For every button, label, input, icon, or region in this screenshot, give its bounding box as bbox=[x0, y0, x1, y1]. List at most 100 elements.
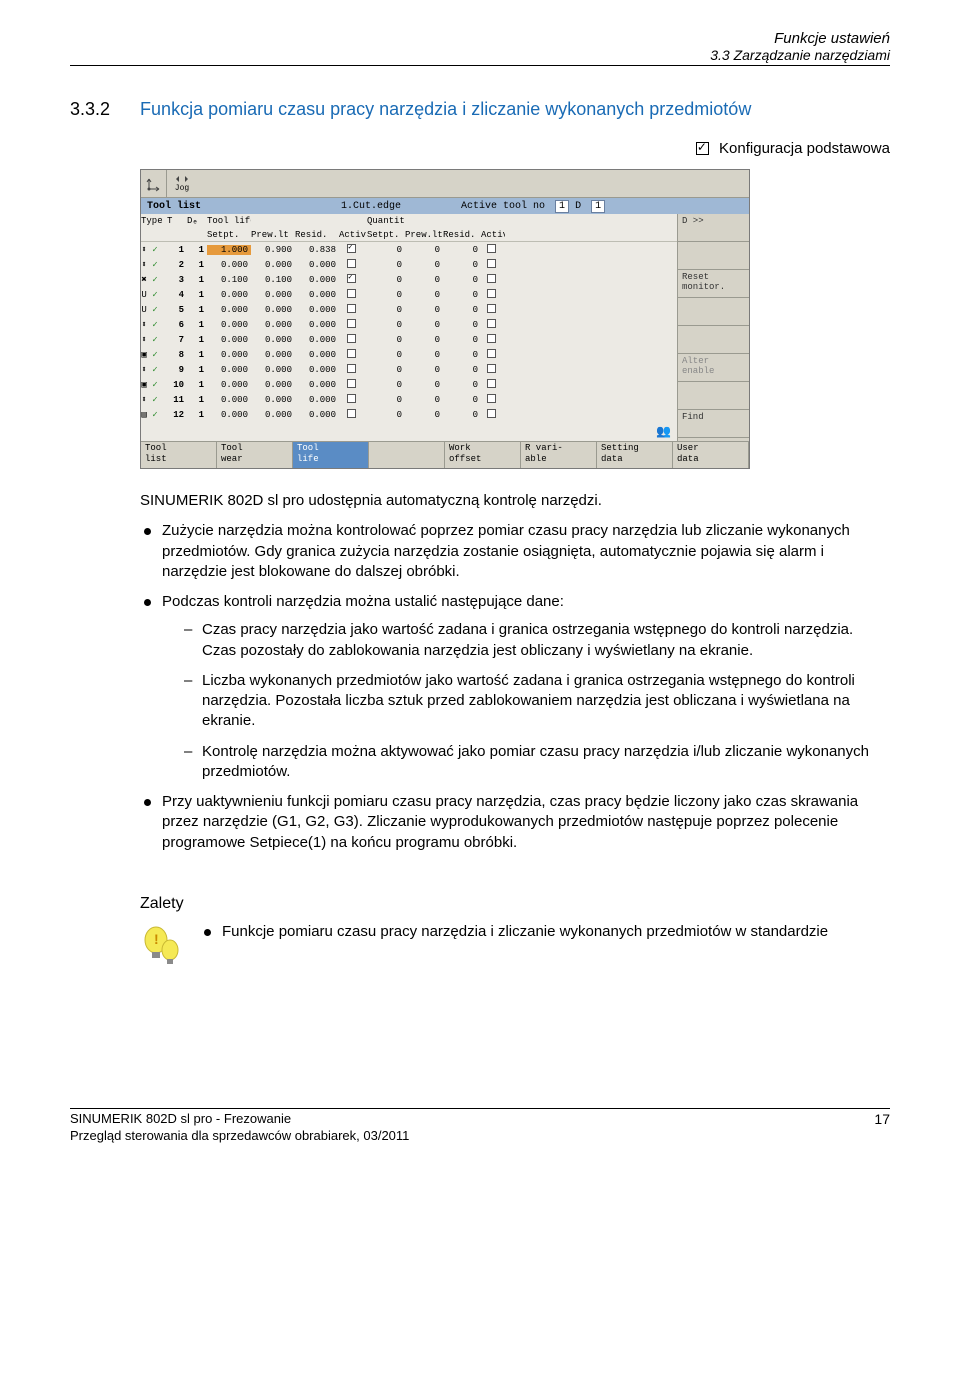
activ-checkbox[interactable] bbox=[481, 379, 505, 391]
softkey-button: Alter enable bbox=[678, 354, 749, 382]
cell: 0 bbox=[443, 365, 481, 375]
cell: 0 bbox=[443, 320, 481, 330]
cell: 1.000 bbox=[207, 245, 251, 255]
col-subheader: Prew.lt bbox=[405, 230, 443, 240]
cell: 0.838 bbox=[295, 245, 339, 255]
advantage-bullet: Funkcje pomiaru czasu pracy narzędzia i … bbox=[200, 922, 890, 942]
footer-line2: Przegląd sterowania dla sprzedawców obra… bbox=[70, 1128, 409, 1145]
activ-checkbox[interactable] bbox=[339, 394, 367, 406]
intro-text: SINUMERIK 802D sl pro udostępnia automat… bbox=[140, 491, 890, 511]
cell: 0 bbox=[443, 275, 481, 285]
dash-1: Czas pracy narzędzia jako wartość zadana… bbox=[184, 620, 890, 661]
cell: 0 bbox=[367, 260, 405, 270]
activ-checkbox[interactable] bbox=[339, 259, 367, 271]
activ-checkbox[interactable] bbox=[481, 244, 505, 256]
activ-checkbox[interactable] bbox=[481, 349, 505, 361]
cell: 1 bbox=[187, 260, 207, 270]
cell: 1 bbox=[187, 350, 207, 360]
table-row[interactable]: ⬍ ✓610.0000.0000.000000 bbox=[141, 317, 677, 332]
table-row[interactable]: ⬍ ✓210.0000.0000.000000 bbox=[141, 257, 677, 272]
cell: 0.000 bbox=[295, 290, 339, 300]
tool-type-icon: ▣ ✓ bbox=[141, 350, 167, 360]
col-subheader: Setpt. bbox=[207, 230, 251, 240]
cell: 0 bbox=[367, 275, 405, 285]
cell: 0 bbox=[443, 395, 481, 405]
activ-checkbox[interactable] bbox=[339, 289, 367, 301]
activ-checkbox[interactable] bbox=[339, 334, 367, 346]
cell: 0 bbox=[405, 395, 443, 405]
cell: 1 bbox=[187, 290, 207, 300]
cell: 0 bbox=[443, 260, 481, 270]
bottom-softkey[interactable]: R vari-able bbox=[521, 442, 597, 468]
table-row[interactable]: U ✓510.0000.0000.000000 bbox=[141, 302, 677, 317]
table-row[interactable]: ⬍ ✓910.0000.0000.000000 bbox=[141, 362, 677, 377]
cell: 0 bbox=[367, 365, 405, 375]
cell: 1 bbox=[187, 335, 207, 345]
tool-type-icon: ⬍ ✓ bbox=[141, 260, 167, 270]
activ-checkbox[interactable] bbox=[481, 409, 505, 421]
cell: 1 bbox=[187, 275, 207, 285]
activ-checkbox[interactable] bbox=[481, 364, 505, 376]
activ-checkbox[interactable] bbox=[339, 409, 367, 421]
bullet-2: Podczas kontroli narzędzia można ustalić… bbox=[140, 592, 890, 782]
activ-checkbox[interactable] bbox=[339, 319, 367, 331]
bottom-softkey[interactable]: Userdata bbox=[673, 442, 749, 468]
cell: 0.000 bbox=[207, 365, 251, 375]
cell: 0.000 bbox=[251, 395, 295, 405]
activ-checkbox[interactable] bbox=[481, 394, 505, 406]
activ-checkbox[interactable] bbox=[481, 319, 505, 331]
cell: 0 bbox=[443, 410, 481, 420]
softkey-button[interactable]: D >> bbox=[678, 214, 749, 242]
bottom-softkey[interactable]: Workoffset bbox=[445, 442, 521, 468]
table-row[interactable]: ⬍ ✓111.0000.9000.838000 bbox=[141, 242, 677, 257]
activ-checkbox[interactable] bbox=[339, 364, 367, 376]
advantages-heading: Zalety bbox=[140, 893, 890, 915]
activ-checkbox[interactable] bbox=[339, 349, 367, 361]
bottom-softkey[interactable]: Toollist bbox=[141, 442, 217, 468]
activ-checkbox[interactable] bbox=[339, 244, 367, 256]
bullet-1: Zużycie narzędzia można kontrolować popr… bbox=[140, 521, 890, 582]
table-row[interactable]: U ✓410.0000.0000.000000 bbox=[141, 287, 677, 302]
cell: 0.000 bbox=[251, 320, 295, 330]
cell: 0 bbox=[405, 290, 443, 300]
cell: 0.000 bbox=[295, 260, 339, 270]
d-label: D bbox=[575, 201, 581, 212]
cell: 1 bbox=[187, 245, 207, 255]
softkey-button bbox=[678, 298, 749, 326]
softkey-button[interactable]: Reset monitor. bbox=[678, 270, 749, 298]
table-row[interactable]: ▣ ✓1010.0000.0000.000000 bbox=[141, 377, 677, 392]
table-row[interactable]: ⬍ ✓1110.0000.0000.000000 bbox=[141, 392, 677, 407]
table-row[interactable]: ✖ ✓310.1000.1000.000000 bbox=[141, 272, 677, 287]
cell: 0.000 bbox=[295, 320, 339, 330]
softkey-button[interactable]: Find bbox=[678, 410, 749, 438]
table-row[interactable]: ▤ ✓1210.0000.0000.000000 bbox=[141, 407, 677, 422]
table-row[interactable]: ⬍ ✓710.0000.0000.000000 bbox=[141, 332, 677, 347]
cell: 0.000 bbox=[295, 365, 339, 375]
cell: 1 bbox=[187, 380, 207, 390]
bottom-softkeys: ToollistToolwearToollife WorkoffsetR vari… bbox=[141, 441, 749, 468]
activ-checkbox[interactable] bbox=[339, 379, 367, 391]
bottom-softkey[interactable]: Toolwear bbox=[217, 442, 293, 468]
table-row[interactable]: ▣ ✓810.0000.0000.000000 bbox=[141, 347, 677, 362]
cell: 0 bbox=[367, 305, 405, 315]
cell: 10 bbox=[167, 380, 187, 390]
activ-checkbox[interactable] bbox=[481, 289, 505, 301]
cell: 1 bbox=[167, 245, 187, 255]
activ-checkbox[interactable] bbox=[481, 334, 505, 346]
cell: 0.000 bbox=[207, 335, 251, 345]
col-subheader: Prew.lt bbox=[251, 230, 295, 240]
cell: 0 bbox=[405, 380, 443, 390]
activ-checkbox[interactable] bbox=[339, 274, 367, 286]
bottom-softkey[interactable]: Toollife bbox=[293, 442, 369, 468]
cell: 7 bbox=[167, 335, 187, 345]
activ-checkbox[interactable] bbox=[481, 259, 505, 271]
softkey-column: D >> Reset monitor. Alter enable Find bbox=[677, 214, 749, 441]
bottom-softkey[interactable]: Settingdata bbox=[597, 442, 673, 468]
tool-type-icon: ⬍ ✓ bbox=[141, 395, 167, 405]
activ-checkbox[interactable] bbox=[481, 274, 505, 286]
col-subheader: Activ bbox=[339, 230, 367, 240]
cell: 0.000 bbox=[251, 365, 295, 375]
activ-checkbox[interactable] bbox=[339, 304, 367, 316]
activ-checkbox[interactable] bbox=[481, 304, 505, 316]
cell: 0 bbox=[367, 410, 405, 420]
